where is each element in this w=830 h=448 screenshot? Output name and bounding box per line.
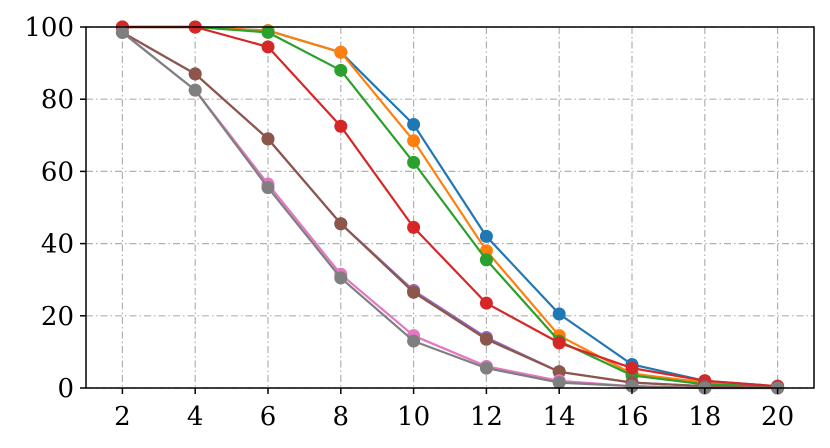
- data-point: [115, 25, 129, 39]
- x-tick-label: 20: [761, 402, 794, 432]
- x-tick-label: 12: [470, 402, 503, 432]
- x-tick-label: 14: [543, 402, 576, 432]
- series-line: [122, 25, 778, 388]
- data-point: [334, 119, 348, 133]
- y-tick-label: 60: [41, 157, 74, 187]
- data-point: [625, 361, 639, 375]
- data-point: [625, 379, 639, 393]
- x-tick-label: 4: [187, 402, 204, 432]
- x-tick-label: 8: [333, 402, 350, 432]
- data-point: [407, 334, 421, 348]
- data-point: [479, 361, 493, 375]
- data-point: [407, 285, 421, 299]
- y-tick-label: 100: [24, 13, 74, 43]
- series-layer: [115, 20, 785, 395]
- data-point: [407, 117, 421, 131]
- series-line: [122, 25, 778, 388]
- data-point: [479, 332, 493, 346]
- data-point: [407, 155, 421, 169]
- data-point: [261, 25, 275, 39]
- y-tick-label: 0: [57, 374, 74, 404]
- series-line: [121, 31, 778, 390]
- data-point: [188, 83, 202, 97]
- y-tick-label: 20: [41, 302, 74, 332]
- data-point: [479, 253, 493, 267]
- data-point: [261, 40, 275, 54]
- data-point: [334, 271, 348, 285]
- y-tick-label: 40: [41, 230, 74, 260]
- series-3: [115, 20, 785, 393]
- data-point: [407, 220, 421, 234]
- x-tick-label: 6: [260, 402, 277, 432]
- x-tick-label: 16: [615, 402, 648, 432]
- axes: 2 4 6 8 10 12 14 16 18 20 0 20 40 60 80 100: [24, 13, 815, 432]
- data-point: [479, 229, 493, 243]
- data-point: [261, 181, 275, 195]
- grid: [86, 26, 814, 389]
- data-point: [552, 376, 566, 390]
- x-tick-label: 10: [397, 402, 430, 432]
- data-point: [552, 307, 566, 321]
- data-point: [552, 365, 566, 379]
- data-point: [552, 336, 566, 350]
- series-2: [115, 20, 785, 393]
- data-point: [407, 134, 421, 148]
- x-tick-label: 18: [688, 402, 721, 432]
- plot-frame: [85, 26, 815, 389]
- data-point: [334, 63, 348, 77]
- series-4: [115, 20, 785, 393]
- series-1: [115, 20, 785, 393]
- series-line: [121, 31, 778, 390]
- series-line: [122, 25, 778, 388]
- x-tick-label: 2: [114, 402, 131, 432]
- data-point: [334, 45, 348, 59]
- data-point: [334, 217, 348, 231]
- series-line: [122, 25, 778, 388]
- data-point: [479, 296, 493, 310]
- y-tick-label: 80: [41, 85, 74, 115]
- data-point: [261, 132, 275, 146]
- data-point: [188, 67, 202, 81]
